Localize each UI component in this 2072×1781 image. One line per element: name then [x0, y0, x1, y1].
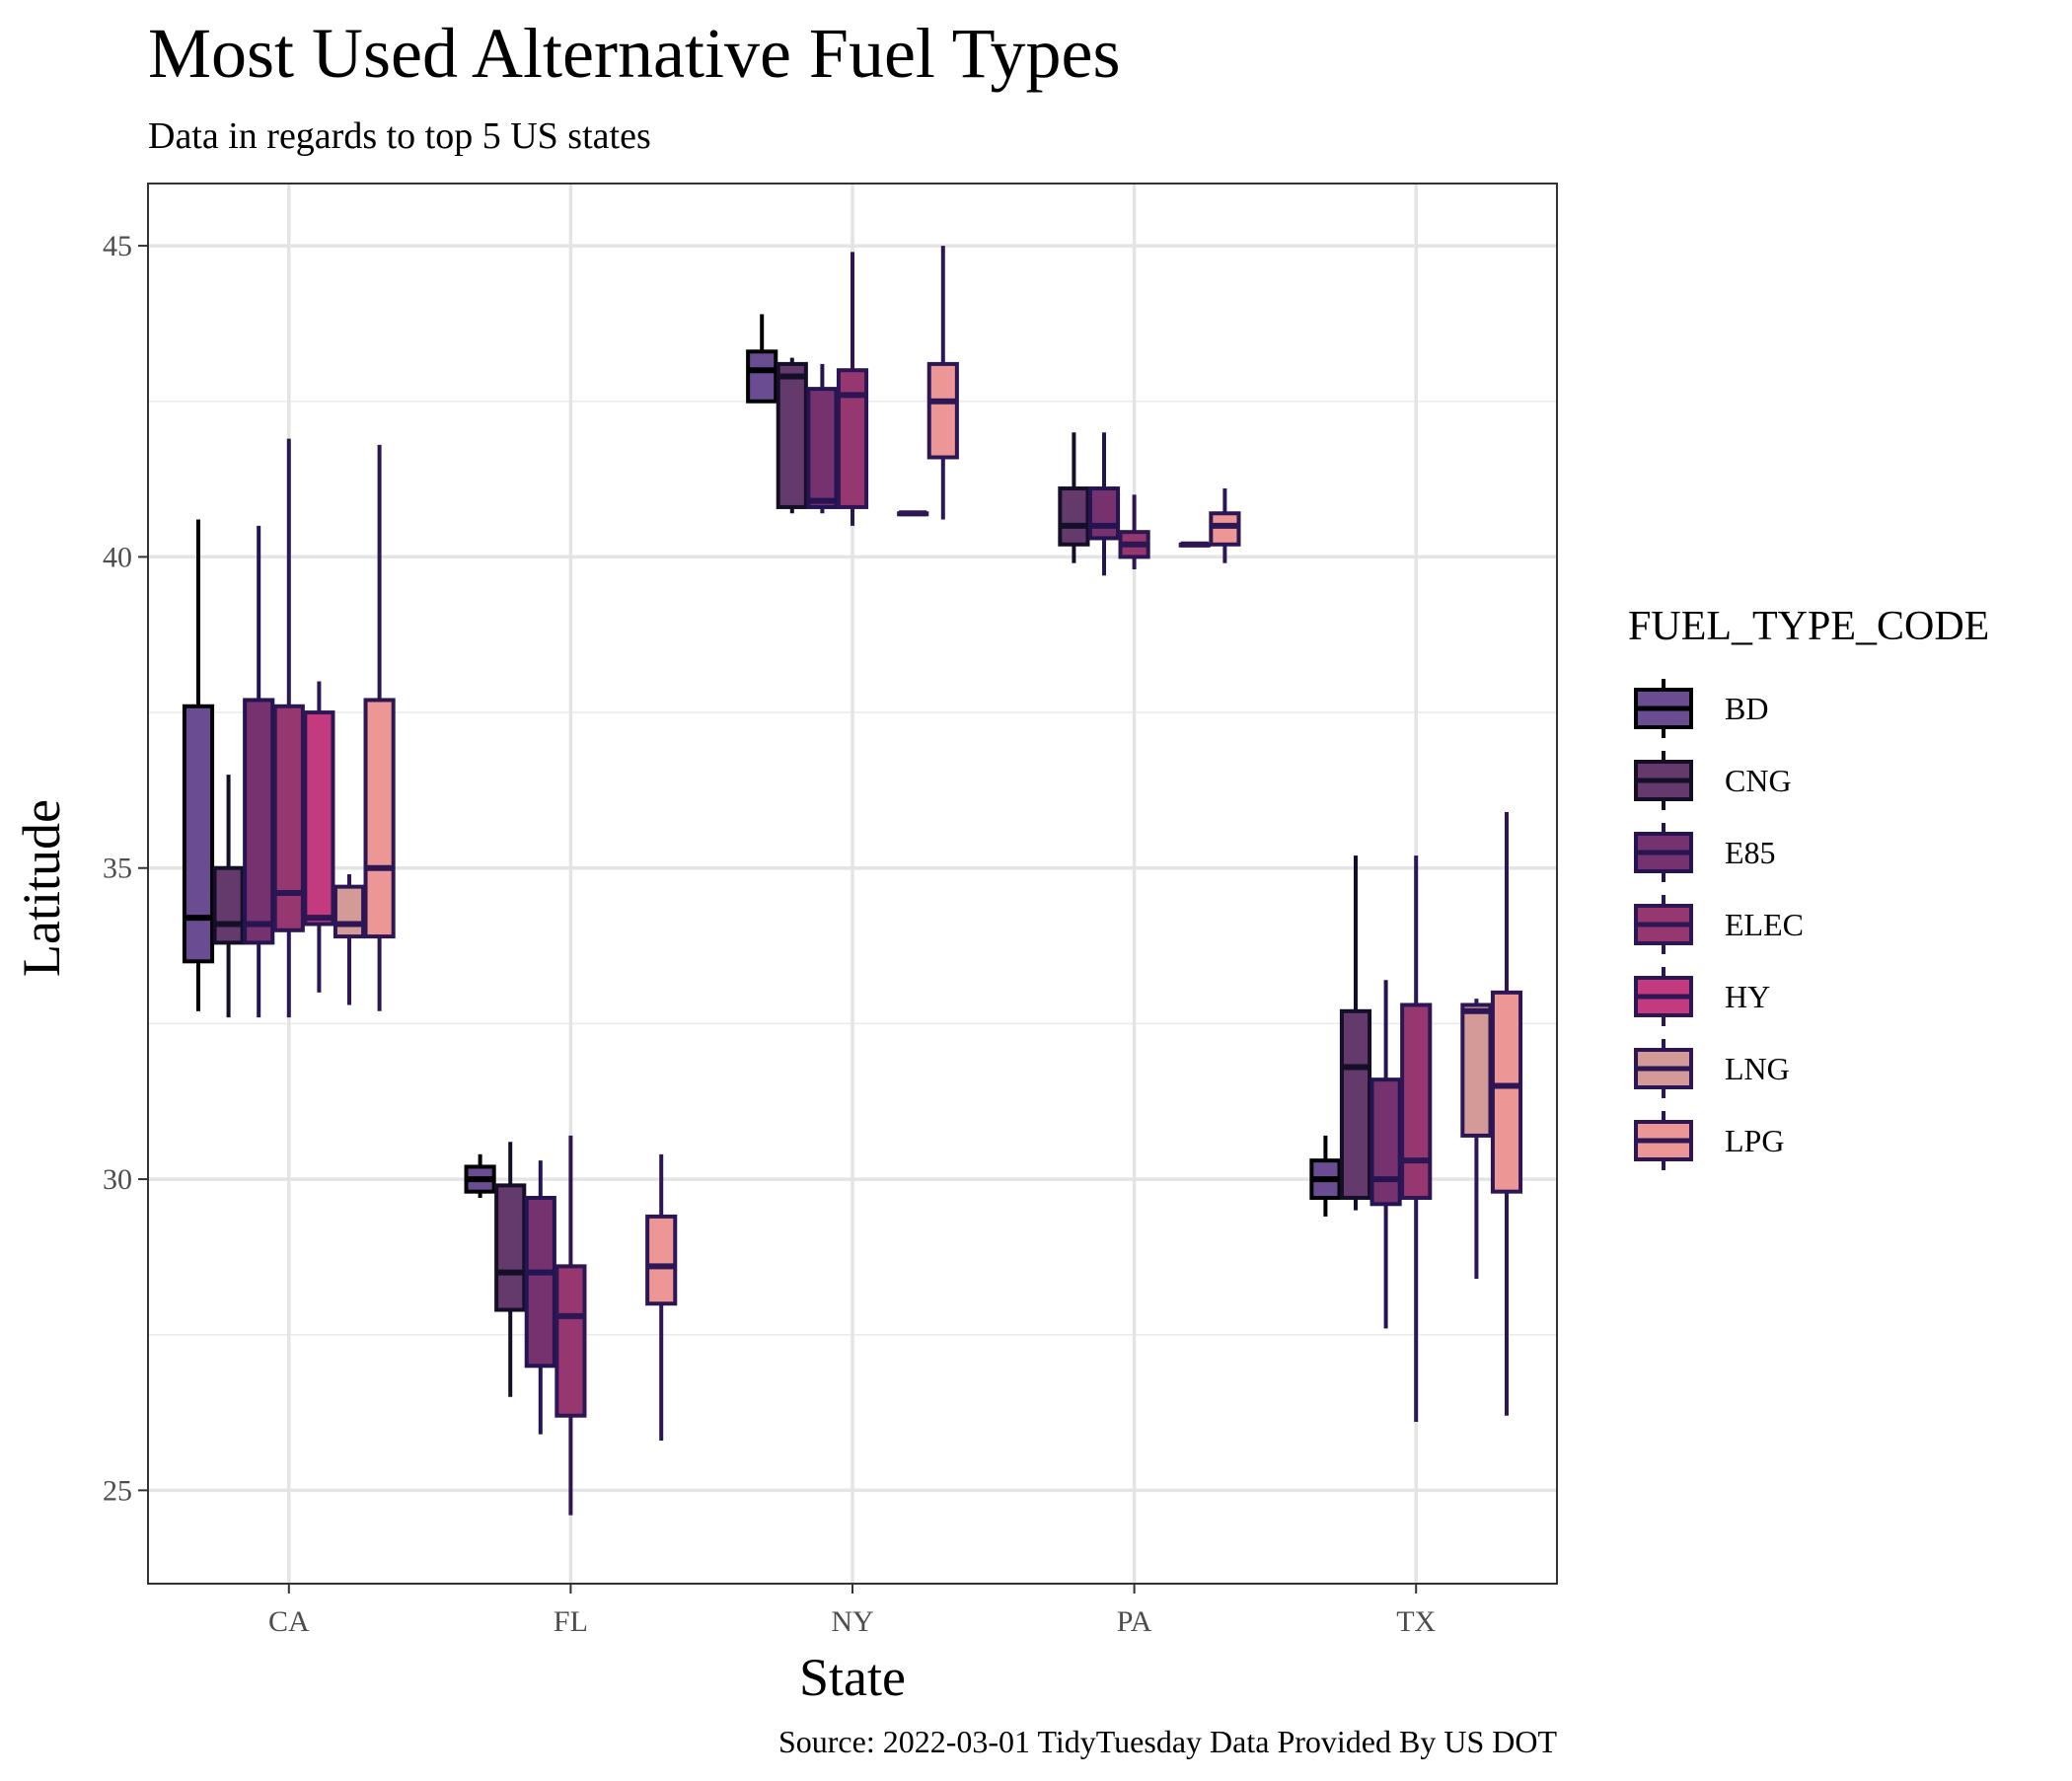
legend-title: FUEL_TYPE_CODE — [1628, 604, 1989, 649]
box-body — [182, 704, 215, 964]
box-elec-tx — [1400, 855, 1433, 1423]
box-body — [1369, 1077, 1402, 1207]
legend-label: ELEC — [1725, 907, 1804, 942]
legend-item-cng: CNG — [1634, 751, 1792, 810]
box-body — [303, 710, 335, 927]
box-body — [1490, 990, 1523, 1194]
x-tick-label: TX — [1396, 1605, 1436, 1638]
box-bd-fl — [464, 1153, 496, 1198]
series-e85 — [243, 363, 1402, 1435]
series-cng — [212, 357, 1372, 1397]
box-body — [363, 698, 396, 939]
box-lpg-ny — [926, 246, 959, 520]
series-hy — [303, 681, 335, 993]
legend-label: E85 — [1725, 835, 1776, 870]
box-lng-ca — [333, 874, 366, 1005]
box-lng-ny — [897, 510, 929, 517]
box-elec-pa — [1118, 494, 1150, 570]
box-bd-ny — [746, 314, 778, 404]
box-cng-ny — [776, 357, 808, 514]
box-body — [333, 884, 366, 939]
box-lpg-ca — [363, 444, 396, 1011]
y-tick-label: 25 — [103, 1474, 132, 1507]
box-body — [836, 368, 869, 509]
legend-item-elec: ELEC — [1634, 895, 1804, 954]
x-tick-label: NY — [831, 1605, 873, 1638]
box-e85-ny — [806, 363, 839, 514]
box-bd-tx — [1309, 1135, 1342, 1217]
box-body — [1339, 1008, 1372, 1200]
box-lpg-fl — [645, 1153, 678, 1441]
box-body — [243, 698, 275, 945]
box-body — [776, 361, 808, 509]
box-body — [272, 704, 305, 932]
legend-item-e85: E85 — [1634, 823, 1776, 882]
legend-label: HY — [1725, 979, 1770, 1014]
box-body — [212, 865, 245, 945]
box-e85-fl — [524, 1160, 556, 1435]
box-lng-tx — [1460, 999, 1493, 1279]
legend-label: CNG — [1725, 763, 1792, 798]
legend-label: BD — [1725, 691, 1768, 726]
y-axis-title: Latitude — [12, 799, 71, 977]
box-hy-ca — [303, 681, 335, 993]
series-lng — [333, 510, 1493, 1279]
box-cng-ca — [212, 775, 245, 1018]
y-tick-label: 45 — [103, 230, 132, 262]
box-e85-pa — [1087, 432, 1121, 576]
legend: FUEL_TYPE_CODE BD CNG E85 ELEC HY LNG LPG — [1628, 604, 1989, 1170]
box-lpg-pa — [1209, 488, 1241, 563]
chart-title: Most Used Alternative Fuel Types — [148, 14, 1121, 93]
legend-label: LPG — [1725, 1123, 1784, 1158]
x-axis-title: State — [799, 1648, 906, 1707]
box-elec-ny — [836, 252, 869, 526]
legend-item-hy: HY — [1634, 967, 1770, 1026]
box-lng-pa — [1178, 541, 1211, 548]
box-body — [1087, 486, 1121, 541]
box-cng-tx — [1339, 855, 1372, 1211]
box-body — [1058, 486, 1090, 547]
box-body — [1209, 511, 1241, 547]
y-tick-label: 40 — [103, 541, 132, 573]
series-lpg — [363, 246, 1523, 1441]
chart-subtitle: Data in regards to top 5 US states — [148, 115, 651, 157]
box-lpg-tx — [1490, 811, 1523, 1416]
box-body — [645, 1214, 678, 1306]
box-body — [806, 387, 839, 509]
box-elec-fl — [555, 1135, 587, 1516]
legend-label: LNG — [1725, 1051, 1790, 1086]
box-body — [494, 1183, 527, 1312]
legend-item-bd: BD — [1634, 679, 1768, 738]
box-cng-fl — [494, 1142, 527, 1397]
legend-items: BD CNG E85 ELEC HY LNG LPG — [1634, 679, 1804, 1170]
legend-item-lpg: LPG — [1634, 1111, 1784, 1170]
box-body — [555, 1264, 587, 1418]
y-tick-label: 30 — [103, 1163, 132, 1196]
box-body — [1400, 1002, 1433, 1200]
series-elec — [272, 252, 1433, 1516]
legend-item-lng: LNG — [1634, 1039, 1790, 1098]
plot-panel: 25 30 35 40 45 CA FL NY PA TX — [103, 183, 1558, 1638]
chart-caption: Source: 2022-03-01 TidyTuesday Data Prov… — [778, 1724, 1558, 1759]
box-body — [746, 349, 778, 404]
x-tick-label: CA — [268, 1605, 310, 1638]
x-tick-label: FL — [554, 1605, 588, 1638]
box-body — [926, 361, 959, 460]
y-tick-label: 35 — [103, 853, 132, 885]
box-elec-ca — [272, 438, 305, 1018]
series-bd — [182, 314, 1342, 1217]
x-tick-label: PA — [1117, 1605, 1152, 1638]
box-body — [1460, 1002, 1493, 1138]
box-body — [524, 1195, 556, 1369]
box-e85-ca — [243, 525, 275, 1018]
box-e85-tx — [1369, 980, 1402, 1329]
box-cng-pa — [1058, 432, 1090, 563]
box-bd-ca — [182, 519, 215, 1011]
